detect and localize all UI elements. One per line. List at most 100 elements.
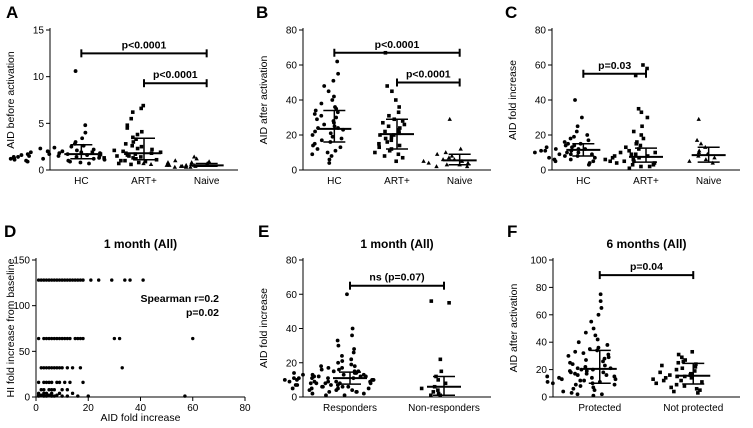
data-point [694,137,700,142]
data-point [117,336,122,341]
data-point [604,373,609,377]
data-point [573,349,578,354]
data-point [570,362,575,367]
data-point [622,159,627,164]
data-point [56,154,61,158]
data-point [287,379,292,384]
data-point [150,147,154,152]
data-point [112,148,117,153]
data-point [574,129,579,134]
data-point [669,385,673,390]
data-point [341,372,346,377]
data-point [112,336,117,341]
panel-d-y-tick-label: 150 [13,256,30,267]
data-point [593,333,598,338]
data-point [60,149,65,154]
data-point [49,278,54,282]
data-point [582,378,586,383]
data-point [136,160,141,165]
panel-f-y-tick-label: 80 [536,283,548,294]
data-point [125,123,130,127]
data-point [44,366,49,370]
data-point [44,278,49,282]
data-point [49,391,54,396]
data-point [47,380,51,385]
data-point [434,164,439,169]
data-point [402,122,407,127]
data-point [618,150,623,155]
data-point [340,354,344,358]
data-point [641,136,646,141]
data-point [333,148,338,153]
data-point [639,133,644,137]
data-point [55,336,59,341]
data-point [606,355,611,360]
data-point [55,393,59,397]
data-point [42,391,46,396]
data-point [586,138,591,143]
data-point [340,365,344,370]
data-point [581,351,586,356]
data-point [386,124,391,129]
data-point [330,134,335,139]
data-point [612,382,617,387]
data-point [446,155,452,160]
data-point [439,369,444,374]
data-point [47,152,52,157]
data-point [393,98,398,102]
data-point [313,129,317,134]
data-point [584,371,589,376]
data-point [572,134,576,139]
data-point [87,161,91,166]
data-point [319,101,324,106]
data-point [690,349,695,354]
data-point [568,152,573,157]
panel-f-title: 6 months (All) [607,237,687,251]
data-point [335,59,340,64]
panel-f-y-tick-label: 40 [536,338,548,349]
data-point [44,336,49,341]
data-point [598,292,603,297]
data-point [639,164,643,169]
data-point [447,301,451,305]
panel-c-letter: C [505,3,517,22]
panel-c-category-label: ART+ [633,176,659,187]
panel-d-x-label: AID fold increase [101,412,181,424]
data-point [301,372,305,377]
data-point [543,148,548,153]
data-point [377,145,381,150]
data-point [553,159,558,164]
data-point [563,154,567,158]
data-point [127,154,131,158]
data-point [632,159,636,164]
data-point [44,380,49,385]
data-point [125,126,130,130]
data-point [65,336,70,341]
panel-d-y-tick-label: 50 [19,347,31,358]
data-point [295,377,299,382]
data-point [338,145,343,150]
data-point [383,129,387,134]
data-point [12,157,17,162]
significance-label: ns (p=0.07) [369,272,424,284]
data-point [293,383,298,387]
data-point [135,146,140,151]
data-point [351,350,356,355]
data-point [573,382,578,387]
data-point [80,136,85,141]
data-point [68,278,72,282]
data-point [591,159,596,164]
data-point [140,129,144,134]
data-point [663,376,668,380]
data-point [78,336,83,341]
data-point [70,391,75,396]
data-point [570,145,574,150]
data-point [429,393,433,398]
data-point [42,387,46,392]
data-point [592,388,597,393]
data-point [120,366,124,370]
data-point [653,150,658,155]
data-point [383,136,388,141]
data-point [397,143,402,148]
data-point [569,390,574,395]
